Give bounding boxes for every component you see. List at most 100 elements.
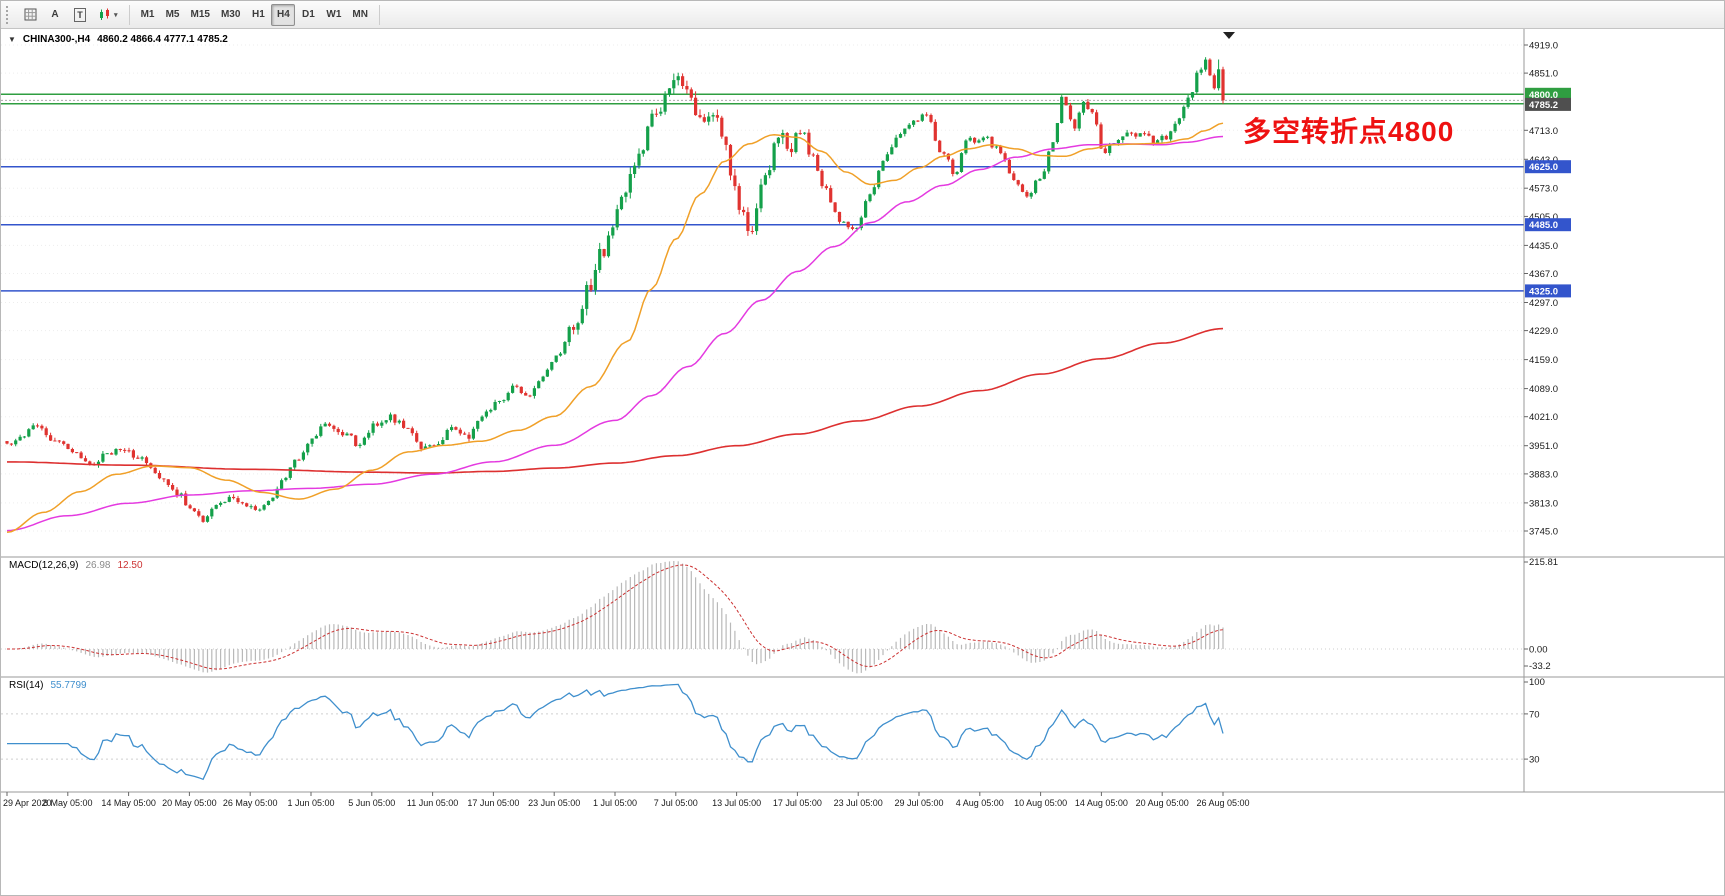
candle-body — [951, 159, 955, 174]
candle-body — [999, 146, 1003, 154]
toolbar-grip[interactable] — [6, 5, 13, 24]
time-axis-label: 29 Apr 2020 — [3, 798, 52, 808]
main-plot-area[interactable] — [1, 29, 1524, 557]
candle-body — [467, 434, 471, 439]
candle-body — [75, 452, 79, 454]
price-axis[interactable] — [1524, 29, 1725, 792]
price-axis-label: 4229.0 — [1529, 326, 1558, 337]
timeframe-button-mn[interactable]: MN — [347, 4, 373, 26]
candle-body — [903, 128, 907, 134]
hline-price-tag: 4325.0 — [1529, 286, 1558, 297]
candle-body — [493, 402, 497, 410]
candle-body — [105, 453, 109, 455]
candle-body — [785, 133, 789, 149]
timeframe-button-m30[interactable]: M30 — [216, 4, 245, 26]
candle-body — [1212, 75, 1216, 89]
candle-body — [654, 113, 658, 115]
candle-body — [96, 461, 101, 466]
candle-body — [720, 117, 724, 137]
candle-body — [384, 420, 388, 423]
candle-body — [1151, 135, 1155, 143]
current-price-tag: 4785.2 — [1529, 100, 1558, 111]
timeframe-button-m1[interactable]: M1 — [136, 4, 160, 26]
candle-body — [1090, 109, 1094, 113]
candle-body — [1064, 96, 1068, 106]
candle-body — [1095, 112, 1099, 125]
candle-body — [114, 449, 118, 455]
candle-body — [166, 479, 170, 485]
candle-body — [22, 436, 26, 438]
candle-body — [1103, 148, 1107, 153]
candle-body — [641, 150, 645, 154]
macd-panel — [1, 557, 1524, 677]
rsi-axis-upper-label: 70 — [1529, 709, 1540, 720]
candle-body — [388, 414, 393, 421]
candle-body — [371, 423, 375, 433]
scroll-end-marker[interactable] — [1223, 32, 1235, 39]
candle-body — [885, 154, 889, 161]
candle-body — [1147, 133, 1151, 136]
candle-body — [419, 441, 423, 449]
time-axis[interactable] — [1, 792, 1725, 896]
candle-body — [872, 187, 876, 195]
cursor-a-label: A — [51, 9, 59, 20]
candle-body — [798, 133, 802, 135]
candle-body — [232, 496, 236, 499]
price-axis-label: 3745.0 — [1529, 527, 1558, 538]
candle-body — [314, 435, 318, 439]
candle-body — [615, 209, 619, 228]
chart-canvas[interactable]: 4919.04851.04713.04643.04573.04505.04435… — [1, 29, 1725, 896]
candle-body — [341, 432, 345, 436]
candle-body — [580, 308, 584, 324]
cursor-arrow-button[interactable]: A — [43, 4, 67, 26]
text-label-button[interactable]: T — [68, 4, 92, 26]
candle-body — [349, 433, 353, 436]
price-axis-label: 4367.0 — [1529, 269, 1558, 280]
timeframe-button-h1[interactable]: H1 — [246, 4, 270, 26]
candle-body — [959, 153, 964, 172]
candle-body — [1020, 184, 1025, 192]
timeframe-button-m5[interactable]: M5 — [161, 4, 185, 26]
candle-body — [659, 111, 663, 114]
hline-price-tag-bg — [1525, 218, 1571, 232]
time-axis-label: 14 May 05:00 — [101, 798, 156, 808]
candle-body — [907, 124, 911, 129]
candle-body — [541, 376, 545, 382]
price-axis-label: 4573.0 — [1529, 184, 1558, 195]
timeframe-button-d1[interactable]: D1 — [296, 4, 320, 26]
candle-body — [585, 285, 589, 309]
candle-body — [184, 493, 188, 506]
macd-axis-min-label: -33.2 — [1529, 661, 1551, 672]
candle-body — [925, 114, 929, 116]
timeframe-button-h4[interactable]: H4 — [271, 3, 296, 26]
candle-body — [227, 496, 231, 502]
candle-body — [755, 208, 759, 232]
candle-body — [306, 443, 310, 453]
ma-medium-line — [6, 135, 1224, 532]
candle-body — [502, 400, 506, 402]
candle-body — [1195, 72, 1199, 93]
candle-body — [236, 498, 240, 503]
timeframe-button-m15[interactable]: M15 — [186, 4, 215, 26]
rsi-plot-area[interactable] — [1, 677, 1524, 792]
candle-body — [894, 137, 898, 148]
candle-body — [1134, 133, 1138, 137]
candle-body — [210, 508, 214, 517]
crosshair-grid-button[interactable] — [18, 4, 42, 26]
time-axis-label: 17 Jul 05:00 — [773, 798, 822, 808]
candle-body — [171, 485, 175, 490]
hline-price-tag: 4625.0 — [1529, 162, 1558, 173]
timeframe-button-w1[interactable]: W1 — [321, 4, 346, 26]
rsi-axis-top-label: 100 — [1529, 677, 1545, 688]
current-price-tag-bg — [1525, 97, 1571, 111]
candle-body — [667, 88, 672, 95]
candle-body — [445, 430, 449, 440]
candle-body — [916, 120, 920, 122]
candle-body — [14, 440, 18, 445]
indicators-button[interactable]: ▾ — [93, 4, 123, 26]
candle-body — [1186, 97, 1190, 107]
candle-body — [271, 497, 275, 501]
time-axis-label: 23 Jul 05:00 — [834, 798, 883, 808]
candle-body — [454, 427, 458, 430]
candle-body — [1055, 123, 1059, 143]
